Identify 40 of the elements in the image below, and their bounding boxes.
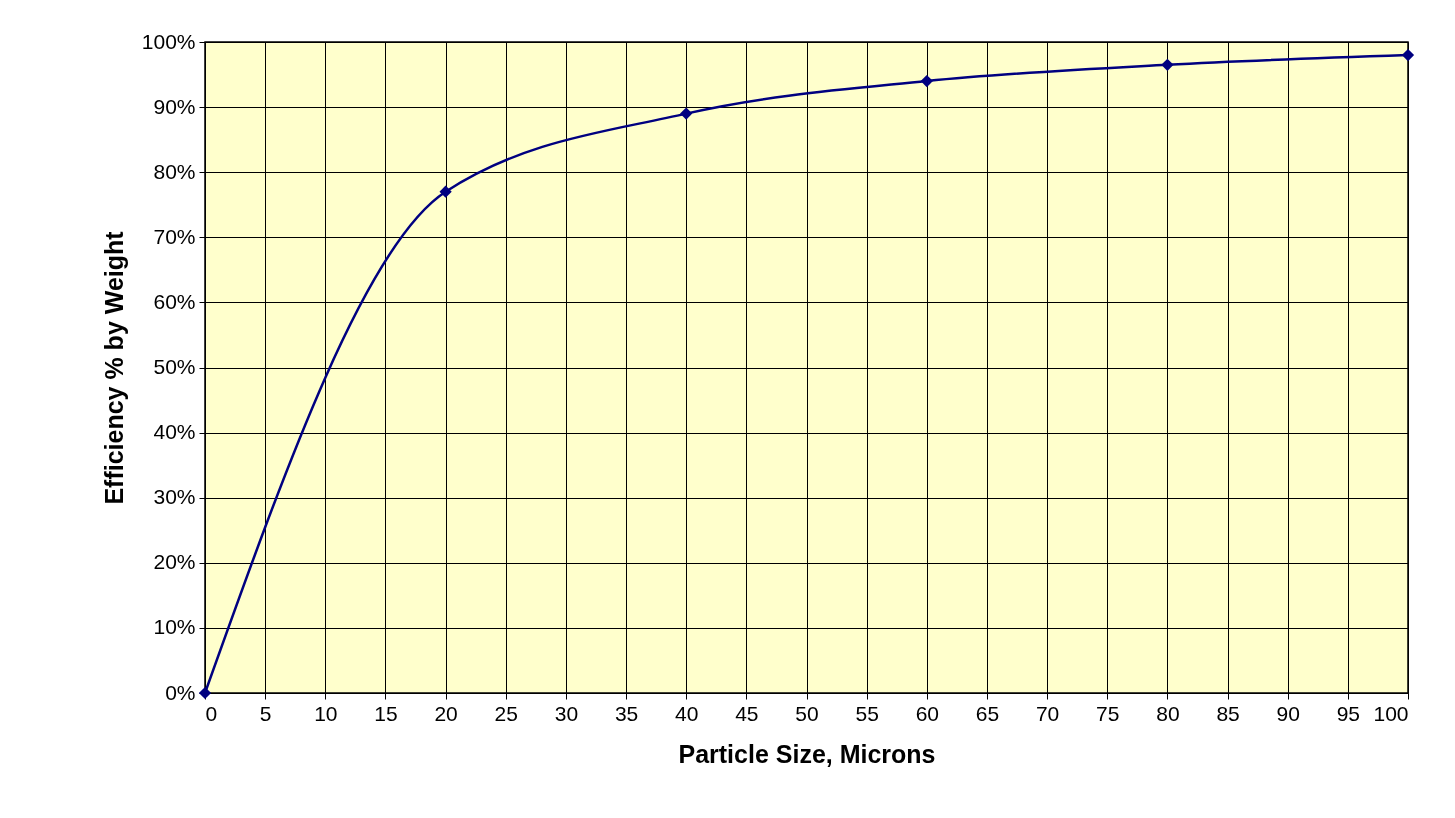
- y-tick-label: 10%: [153, 615, 196, 639]
- y-tick-label: 80%: [153, 159, 196, 183]
- y-tick-label: 40%: [153, 420, 196, 444]
- x-tick-label: 65: [975, 701, 1000, 725]
- x-tick-label: 85: [1216, 701, 1240, 725]
- point: [439, 185, 452, 198]
- point: [920, 74, 933, 88]
- x-tick-label: 80: [1156, 701, 1180, 725]
- y-tick-label: 0%: [165, 680, 196, 704]
- point: [1161, 58, 1174, 71]
- x-tick-label: 5: [259, 701, 272, 725]
- x-tick-label: 90: [1276, 701, 1300, 725]
- y-tick-label: 50%: [153, 355, 196, 378]
- x-tick-label: 55: [855, 701, 879, 725]
- x-tick-label: 25: [494, 701, 518, 725]
- x-tick-label: 75: [1096, 701, 1120, 725]
- x-tick-label: 70: [1035, 701, 1060, 725]
- x-tick-label: 50: [795, 701, 819, 725]
- point: [1401, 48, 1415, 62]
- x-tick-label: 45: [735, 701, 759, 725]
- x-tick-label: 100: [1373, 701, 1409, 725]
- y-tick-label: 60%: [153, 289, 196, 313]
- x-tick-label: 40: [675, 701, 699, 725]
- x-tick-label: 20: [434, 701, 458, 725]
- x-tick-label: 15: [374, 701, 398, 725]
- y-tick-label: 20%: [153, 550, 196, 574]
- point: [198, 686, 212, 700]
- y-tick-label: 30%: [153, 485, 196, 509]
- y-tick-label: 90%: [153, 94, 196, 118]
- x-tick-label: 60: [915, 701, 939, 725]
- x-tick-label: 10: [314, 701, 338, 725]
- x-axis-title: Particle Size, Microns: [678, 739, 936, 768]
- y-tick-label: 70%: [153, 224, 196, 248]
- y-tick-label: 100%: [141, 29, 196, 53]
- x-tick-label: 0: [205, 701, 218, 725]
- y-axis-title: Efficiency % by Weight: [99, 230, 128, 505]
- point: [680, 107, 693, 120]
- x-tick-label: 35: [614, 701, 639, 725]
- x-tick-label: 95: [1336, 701, 1361, 725]
- x-tick-label: 30: [554, 701, 579, 725]
